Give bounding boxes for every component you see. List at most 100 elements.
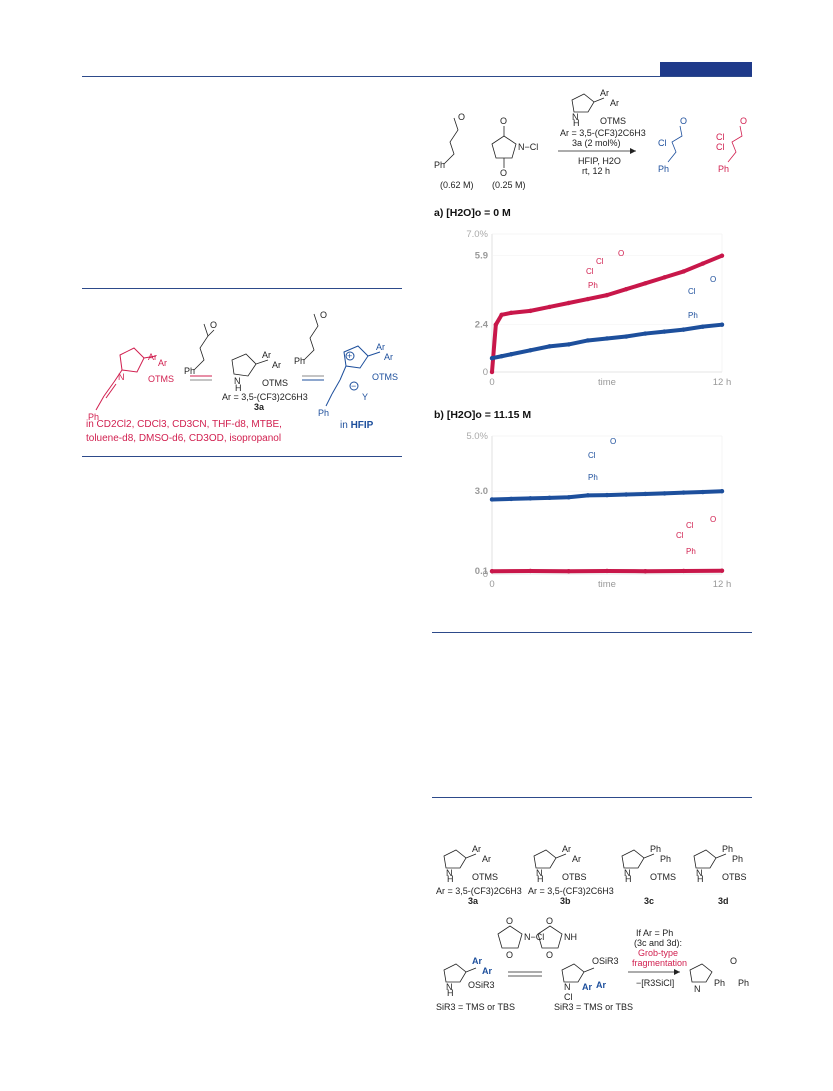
svg-text:Ph: Ph bbox=[658, 164, 669, 174]
svg-text:N−Cl: N−Cl bbox=[518, 142, 538, 152]
data-point bbox=[528, 496, 533, 501]
solvent-list-line-1: in CD2Cl2, CDCl3, CD3CN, THF-d8, MTBE, bbox=[86, 419, 282, 430]
data-point bbox=[499, 312, 504, 318]
x-tick-label: time bbox=[598, 377, 616, 388]
svg-text:OTBS: OTBS bbox=[562, 872, 587, 882]
svg-text:Cl: Cl bbox=[658, 138, 667, 148]
svg-text:O: O bbox=[680, 116, 687, 126]
svg-text:O: O bbox=[730, 956, 737, 966]
aldehyde-structure-1 bbox=[193, 323, 215, 371]
svg-text:Ar: Ar bbox=[482, 966, 492, 976]
svg-text:Cl: Cl bbox=[564, 992, 573, 1002]
enamine-structure bbox=[95, 347, 157, 411]
svg-text:N: N bbox=[446, 982, 453, 992]
scheme2-top-rule bbox=[432, 632, 752, 633]
data-point bbox=[508, 310, 514, 316]
y-tick-label: 7.0% bbox=[466, 229, 488, 240]
svg-text:Ph: Ph bbox=[318, 408, 329, 418]
mono-chloro-product bbox=[667, 125, 683, 163]
series-line-2 bbox=[490, 322, 724, 361]
svg-text:H: H bbox=[537, 874, 544, 884]
hfip-condition: in HFIP bbox=[340, 420, 373, 431]
svg-text:Cl: Cl bbox=[716, 142, 725, 152]
iminium-structure bbox=[325, 345, 381, 407]
svg-text:Ar: Ar bbox=[262, 350, 271, 360]
svg-text:N: N bbox=[572, 112, 579, 122]
svg-text:N: N bbox=[696, 868, 703, 878]
data-point bbox=[489, 356, 495, 361]
y-tick-label: 3.0 bbox=[475, 486, 488, 497]
svg-text:Ar: Ar bbox=[572, 854, 581, 864]
svg-text:O: O bbox=[506, 916, 513, 926]
chart-a-dichloro-ph: Ph bbox=[588, 281, 598, 290]
data-point bbox=[528, 568, 533, 574]
svg-text:OSiR3: OSiR3 bbox=[468, 980, 495, 990]
data-point bbox=[585, 296, 591, 302]
chart-a-title-text: a) [H2O]o = 0 M bbox=[434, 207, 511, 219]
data-point bbox=[585, 338, 591, 343]
svg-text:Ph: Ph bbox=[722, 844, 733, 854]
ncs-concentration: (0.25 M) bbox=[492, 180, 526, 190]
data-point bbox=[566, 569, 571, 574]
svg-text:NH: NH bbox=[564, 932, 577, 942]
x-tick-label: 0 bbox=[489, 579, 494, 590]
svg-text:OTMS: OTMS bbox=[650, 872, 676, 882]
chart-b-mono-ph: Ph bbox=[588, 473, 598, 482]
svg-text:O: O bbox=[740, 116, 747, 126]
data-point bbox=[489, 369, 495, 375]
di-chloro-product bbox=[727, 125, 743, 163]
grob-label-1: Grob-type bbox=[638, 948, 678, 958]
svg-text:OTMS: OTMS bbox=[600, 116, 626, 126]
solvent-list-line-2: toluene-d8, DMSO-d6, CD3OD, isopropanol bbox=[86, 433, 282, 444]
catalyst-loading: 3a (2 mol%) bbox=[572, 138, 621, 148]
svg-text:Ar: Ar bbox=[582, 982, 592, 992]
data-point bbox=[700, 261, 706, 266]
hfip-label: HFIP bbox=[350, 420, 374, 431]
svg-text:Ph: Ph bbox=[714, 978, 725, 988]
svg-text:H: H bbox=[235, 383, 242, 393]
svg-text:OTMS: OTMS bbox=[148, 374, 174, 384]
chart-b-dichloro-ph: Ph bbox=[686, 547, 696, 556]
svg-text:Ar: Ar bbox=[472, 956, 482, 966]
if-condition-2: (3c and 3d): bbox=[634, 938, 682, 948]
chart-b-dichloro-o: O bbox=[710, 515, 716, 524]
data-point bbox=[681, 568, 686, 574]
y-tick-label: 0 bbox=[483, 569, 488, 580]
ar-definition: Ar = 3,5-(CF3)2C6H3 bbox=[222, 392, 308, 402]
svg-text:Ph: Ph bbox=[184, 366, 195, 376]
svg-text:H: H bbox=[447, 988, 454, 998]
data-point bbox=[604, 568, 610, 574]
data-point bbox=[662, 329, 667, 334]
svg-text:Ar: Ar bbox=[562, 844, 571, 854]
data-point bbox=[604, 292, 610, 298]
fragmentation-arrow-head bbox=[674, 969, 680, 975]
data-point bbox=[700, 324, 706, 329]
ar-definition-b: Ar = 3,5-(CF3)2C6H3 bbox=[528, 886, 614, 896]
svg-text:N: N bbox=[118, 372, 125, 382]
data-point bbox=[719, 253, 725, 258]
svg-text:Ph: Ph bbox=[294, 356, 305, 366]
data-point bbox=[604, 336, 610, 341]
svg-text:Ph: Ph bbox=[738, 978, 749, 988]
y-tick-label: 0.1 bbox=[475, 566, 489, 577]
chart-b-title-text: b) [H2O]o = 11.15 M bbox=[434, 409, 532, 421]
data-point bbox=[643, 569, 648, 574]
data-point bbox=[681, 490, 686, 495]
svg-text:Ph: Ph bbox=[434, 160, 445, 170]
data-point bbox=[566, 342, 571, 347]
scheme-bottom-rule bbox=[82, 456, 402, 457]
chart-b-title: b) [H2O]o = 11.15 M bbox=[434, 409, 531, 421]
svg-text:OTMS: OTMS bbox=[472, 872, 498, 882]
svg-text:N: N bbox=[536, 868, 543, 878]
label-3a: 3a bbox=[468, 896, 479, 906]
svg-text:N: N bbox=[446, 868, 453, 878]
svg-text:Ph: Ph bbox=[660, 854, 671, 864]
svg-text:Ar: Ar bbox=[376, 342, 385, 352]
data-point bbox=[489, 569, 495, 574]
svg-text:Ph: Ph bbox=[650, 844, 661, 854]
condition-solvent: HFIP, H2O bbox=[578, 156, 621, 166]
chart-a-mono-ph: Ph bbox=[688, 311, 698, 320]
svg-text:H: H bbox=[625, 874, 632, 884]
